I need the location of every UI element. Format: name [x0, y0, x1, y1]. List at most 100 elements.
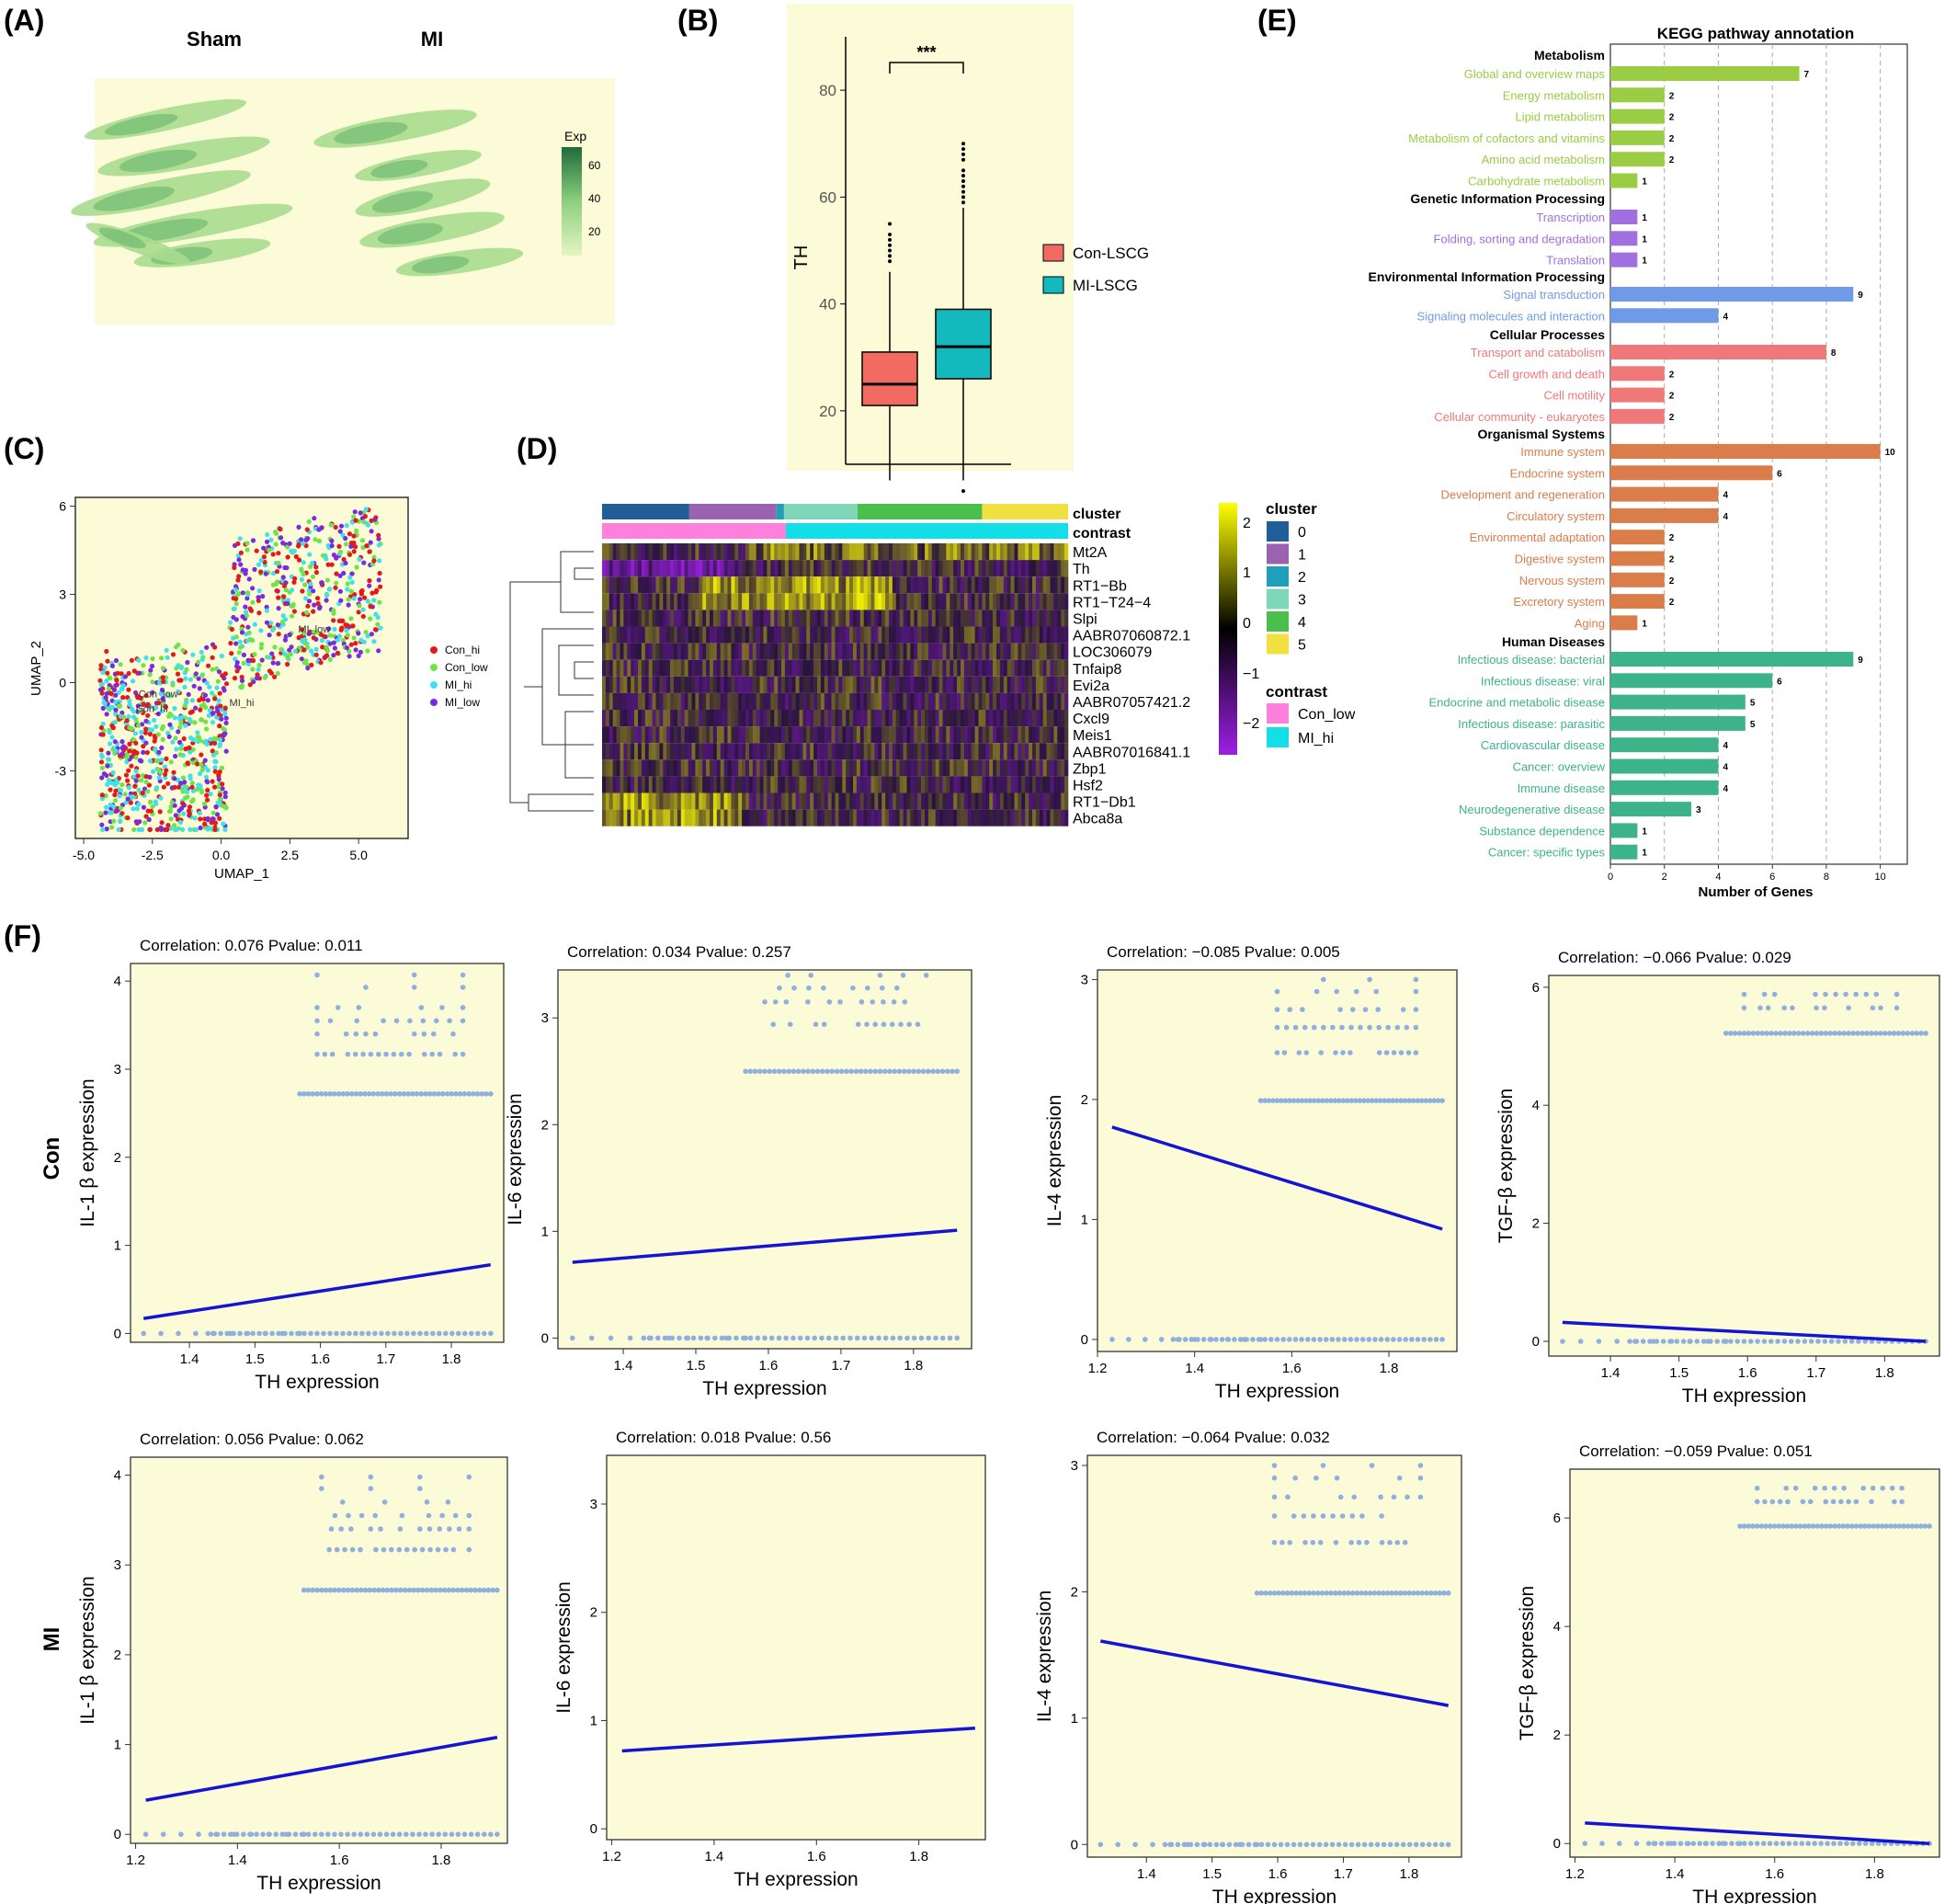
d-heat-cell — [853, 809, 858, 827]
panel-label-e: (E) — [1257, 4, 1297, 37]
f-data-point — [1757, 1005, 1763, 1011]
e-bar — [1610, 507, 1719, 523]
d-heat-cell — [774, 659, 779, 677]
f-data-point — [404, 1831, 409, 1837]
d-heat-cell — [631, 676, 635, 693]
d-heat-cell — [1061, 659, 1065, 677]
c-umap-point — [171, 770, 176, 775]
d-heat-cell — [892, 626, 897, 644]
c-umap-point — [275, 588, 280, 594]
c-umap-point — [232, 676, 238, 681]
d-heat-cell — [706, 593, 711, 610]
d-heat-cell — [706, 676, 711, 693]
c-y-tick-label: 3 — [59, 587, 66, 602]
c-umap-point — [301, 631, 307, 636]
c-umap-point — [279, 646, 284, 652]
c-umap-point — [108, 741, 113, 747]
d-heat-cell — [946, 576, 950, 594]
d-heat-cell — [1035, 593, 1041, 610]
d-heat-cell — [1053, 659, 1058, 677]
d-heat-cell — [1003, 543, 1007, 561]
d-heat-cell — [778, 809, 782, 827]
c-legend-key — [430, 681, 438, 689]
d-heat-cell — [620, 676, 624, 693]
d-heat-cell — [616, 560, 620, 577]
d-heat-cell — [627, 792, 631, 810]
f-plot-title: Correlation: 0.018 Pvalue: 0.56 — [616, 1429, 831, 1446]
f-data-point — [1389, 1590, 1394, 1596]
f-data-point — [1755, 1031, 1761, 1036]
d-heat-cell — [1042, 759, 1047, 777]
d-heat-cell — [838, 676, 843, 693]
f-data-point — [814, 1068, 821, 1075]
d-heat-cell — [1064, 659, 1069, 677]
d-heat-cell — [605, 610, 610, 627]
d-heat-cell — [784, 710, 790, 727]
c-umap-point — [324, 591, 329, 597]
f-data-point — [939, 1335, 946, 1341]
c-umap-point — [276, 551, 281, 556]
c-umap-point — [320, 553, 326, 558]
d-heat-cell — [608, 726, 613, 744]
d-heat-cell — [648, 776, 653, 793]
f-data-point — [1400, 1007, 1406, 1012]
f-data-point — [1837, 1841, 1843, 1846]
c-umap-point — [123, 772, 130, 778]
f-data-point — [1920, 1841, 1926, 1846]
c-umap-point — [119, 671, 124, 677]
c-umap-point — [115, 780, 120, 785]
panel-a-legend-tick: 20 — [588, 225, 601, 238]
d-heat-cell — [723, 692, 728, 710]
d-heat-cell — [899, 659, 904, 677]
c-umap-point — [192, 673, 198, 678]
f-data-point — [416, 1831, 422, 1837]
d-heat-cell — [691, 643, 696, 660]
d-heat-cell — [853, 676, 858, 693]
d-heat-cell — [961, 610, 965, 627]
d-heat-cell — [602, 726, 607, 744]
c-umap-point — [378, 584, 383, 589]
f-data-point — [1317, 1337, 1323, 1342]
d-heat-cell — [795, 576, 800, 594]
c-umap-point — [206, 713, 211, 719]
d-heat-cell — [817, 776, 822, 793]
d-dendrogram-branch — [574, 567, 594, 580]
f-data-point — [1348, 1841, 1355, 1848]
d-heat-cell — [996, 692, 1001, 710]
d-heat-cell — [1021, 576, 1026, 594]
d-heat-cell — [927, 659, 933, 677]
c-umap-point — [158, 827, 164, 833]
c-umap-point — [180, 753, 186, 758]
c-umap-point — [285, 598, 290, 603]
f-data-point — [1353, 1098, 1359, 1103]
f-data-point — [902, 999, 908, 1005]
d-heat-cell — [802, 710, 807, 727]
c-umap-point — [183, 747, 188, 752]
d-heat-cell — [1032, 560, 1037, 577]
d-heat-cell — [935, 659, 939, 677]
c-umap-point — [205, 780, 210, 785]
b-outlier — [961, 489, 965, 494]
f-data-point — [1795, 1339, 1801, 1344]
f-data-point — [808, 973, 813, 978]
f-data-point — [345, 1051, 351, 1057]
c-umap-point — [278, 535, 283, 541]
d-heat-cell — [910, 676, 915, 693]
f-data-point — [648, 1335, 654, 1341]
c-umap-point — [361, 519, 367, 525]
d-heat-cell — [1014, 743, 1018, 760]
d-heat-cell — [659, 643, 664, 660]
d-heat-cell — [799, 710, 803, 727]
f-data-point — [488, 1831, 494, 1837]
f-data-point — [406, 1051, 412, 1057]
d-heat-cell — [684, 593, 688, 610]
d-heat-cell — [853, 626, 858, 644]
d-heat-cell — [652, 593, 656, 610]
c-umap-point — [220, 737, 225, 743]
c-umap-point — [356, 653, 361, 659]
c-umap-point — [365, 522, 371, 528]
b-outlier — [888, 254, 892, 258]
d-heat-cell — [824, 776, 828, 793]
d-heat-cell — [723, 576, 728, 594]
